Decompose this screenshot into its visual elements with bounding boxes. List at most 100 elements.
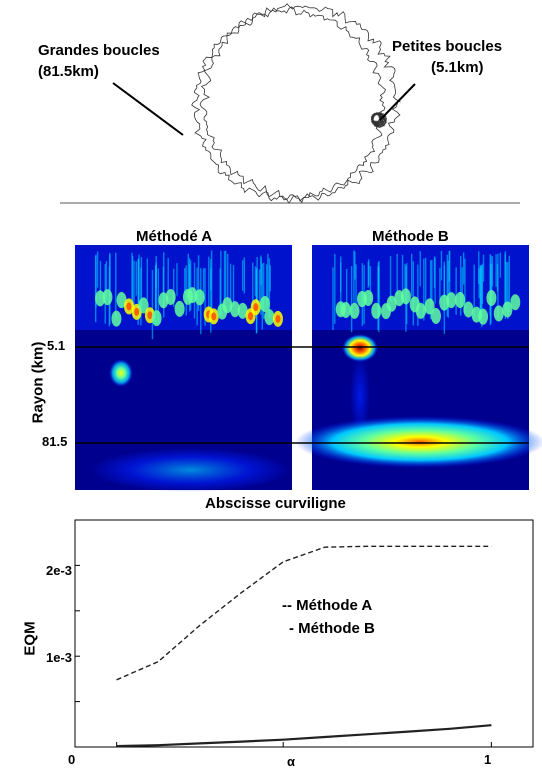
panel-a-streak — [254, 266, 257, 297]
panel-a-streak — [220, 250, 222, 316]
panel-b-blob — [363, 289, 374, 306]
panel-a-streak — [167, 258, 169, 294]
panel-b-streak — [434, 257, 436, 304]
panel-b-blob — [502, 301, 513, 318]
panel-b-streak — [354, 251, 356, 280]
panel-b-blob — [463, 301, 474, 318]
panel-a-streak — [131, 255, 134, 314]
panel-b-blob — [478, 308, 489, 325]
panel-a-blob — [165, 288, 176, 305]
panel-b-streak — [480, 265, 482, 312]
small-loop — [370, 111, 388, 129]
panel-a-streak — [256, 257, 258, 308]
series-line-methode-a — [116, 545, 492, 681]
panel-a-streak — [135, 261, 137, 296]
y-axis-label-rayon: Rayon (km) — [29, 341, 47, 424]
panel-b-streak — [340, 256, 342, 316]
eqm-line-chart — [74, 519, 534, 748]
panel-b-streak — [507, 262, 509, 320]
panel-b-blob — [400, 288, 411, 305]
small-loops-pointer — [379, 83, 416, 121]
panel-a-streak — [163, 252, 165, 318]
panel-b-streak — [447, 260, 450, 318]
panel-a-streak — [172, 268, 175, 308]
panel-b-blob — [446, 292, 457, 309]
panel-a-blob — [116, 292, 127, 309]
x-axis-label-abscisse: Abscisse curviligne — [205, 495, 346, 512]
tick-small-radius: 5.1 — [47, 338, 66, 353]
panel-a-streak — [140, 267, 142, 326]
panel-a-streak — [223, 251, 226, 308]
small-loops-label-line2: (5.1km) — [431, 59, 484, 76]
panel-a-streak — [157, 268, 160, 324]
panel-b-column-glow — [350, 355, 370, 435]
panel-a-streak — [226, 253, 229, 298]
panel-a-streak — [146, 258, 149, 300]
panel-b-streak — [448, 250, 451, 295]
panel-b-streak — [429, 260, 432, 320]
panel-b-streak — [455, 267, 457, 315]
panel-b-blob — [493, 305, 504, 322]
big-loop-2 — [199, 3, 401, 202]
panel-a-hot-core — [275, 314, 281, 323]
panel-a-hot-core — [253, 303, 259, 312]
panel-b-streak — [404, 263, 406, 290]
panel-b-streak — [482, 254, 485, 282]
panel-b-streak — [353, 250, 355, 304]
panel-a-streak — [115, 252, 117, 319]
panel-b-streak — [478, 251, 480, 285]
panel-b-streak — [431, 259, 433, 303]
panel-b-blob — [386, 295, 397, 312]
small-loops-label-line1: Petites boucles — [392, 38, 503, 55]
panel-a-blob — [95, 290, 106, 307]
panel-b-blob — [424, 298, 435, 315]
panel-b-streak — [495, 254, 497, 288]
panel-a-streak — [224, 250, 227, 299]
panel-a-streak — [266, 264, 268, 308]
big-loops-pointer — [112, 82, 184, 136]
big-loop-1 — [191, 6, 387, 204]
panel-b-blob — [349, 302, 360, 319]
panel-b-streak — [461, 267, 464, 307]
panel-a-streak — [105, 261, 108, 299]
loop-trajectory-drawing — [60, 3, 520, 204]
panel-a-blob — [102, 289, 113, 306]
panel-a-blob — [111, 310, 122, 327]
panel-b-streak — [412, 261, 415, 326]
panel-a-streak — [204, 267, 206, 326]
panel-b-streak — [464, 258, 466, 313]
y-axis-label-eqm: EQM — [21, 621, 39, 656]
panel-a-streak — [151, 269, 154, 340]
panel-a-blob — [264, 309, 275, 326]
panel-b-streak — [497, 253, 499, 318]
tick-big-radius: 81.5 — [42, 434, 68, 449]
panel-b-streak — [462, 252, 465, 285]
x-tick-1: 1 — [484, 752, 492, 767]
panel-a-streak — [232, 265, 235, 307]
panel-b-streak — [504, 251, 507, 320]
panel-b-blob — [430, 308, 441, 325]
series-line-methode-b — [116, 724, 492, 748]
panel-a-streak — [210, 268, 212, 333]
panel-a-streak — [202, 268, 205, 300]
panel-a-hot-core — [147, 311, 153, 320]
x-tick-alpha: α — [287, 754, 295, 769]
panel-a-small-loop-spot — [109, 359, 133, 387]
big-loops-label-line1: Grandes boucles — [38, 42, 160, 59]
panel-b-streak — [419, 251, 421, 287]
panel-b-streak — [346, 268, 348, 306]
panel-a-streak — [137, 258, 140, 314]
panel-a-streak — [219, 268, 221, 315]
panel-a-hot-core — [211, 312, 217, 321]
big-loops-label-line2: (81.5km) — [38, 63, 99, 80]
heatmap-panels — [75, 245, 542, 492]
panel-b-streak — [401, 254, 404, 303]
y-tick-1e-3: 1e-3 — [46, 650, 73, 665]
panel-b-streak — [491, 256, 494, 287]
panel-a-streak — [208, 256, 210, 315]
panel-a-blob — [222, 297, 233, 314]
panel-a-streak — [260, 255, 262, 315]
panel-a-streak — [197, 255, 200, 311]
panel-a-blob — [187, 287, 198, 304]
panel-a-streak — [95, 254, 97, 308]
